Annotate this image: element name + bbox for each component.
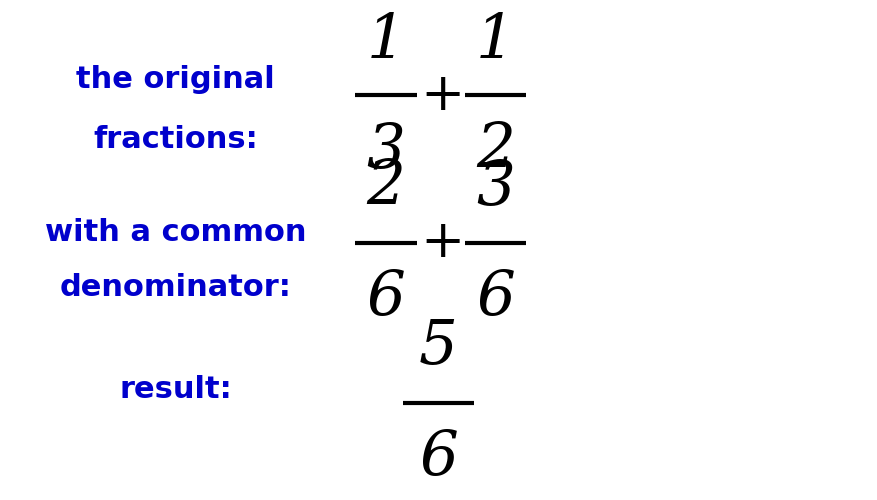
Text: 3: 3 [367, 120, 405, 180]
Text: result:: result: [119, 376, 232, 404]
Text: denominator:: denominator: [60, 273, 291, 302]
Text: 2: 2 [367, 158, 405, 218]
Text: 1: 1 [367, 10, 405, 70]
Text: 2: 2 [476, 120, 515, 180]
Text: 6: 6 [476, 268, 515, 328]
Text: 6: 6 [419, 428, 458, 488]
Text: 5: 5 [419, 318, 458, 378]
Text: the original: the original [76, 66, 275, 94]
Text: fractions:: fractions: [93, 126, 258, 154]
Text: 1: 1 [476, 10, 515, 70]
Text: +: + [421, 70, 465, 120]
Text: +: + [421, 217, 465, 268]
Text: 3: 3 [476, 158, 515, 218]
Text: with a common: with a common [45, 218, 306, 247]
Text: 6: 6 [367, 268, 405, 328]
